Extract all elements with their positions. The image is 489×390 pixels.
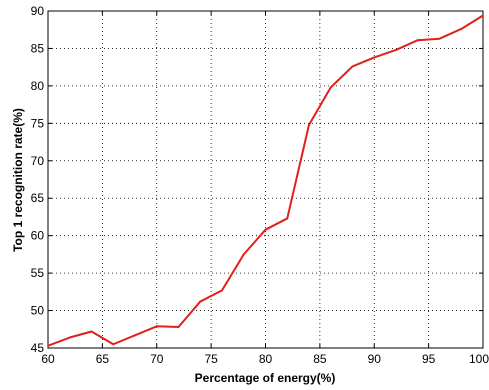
x-tick-label: 100 xyxy=(469,352,489,366)
y-tick-label: 75 xyxy=(31,116,45,130)
tick-marks xyxy=(47,10,484,349)
y-tick-label: 70 xyxy=(31,154,45,168)
series-group xyxy=(47,14,484,347)
y-tick-label: 85 xyxy=(31,41,45,55)
data-point xyxy=(242,253,245,256)
grid-lines xyxy=(48,11,483,348)
x-tick-label: 70 xyxy=(150,352,164,366)
data-point xyxy=(395,49,397,51)
data-point xyxy=(308,123,310,126)
data-point xyxy=(68,336,71,339)
data-point xyxy=(438,37,441,40)
x-tick-label: 95 xyxy=(422,352,436,366)
data-point xyxy=(112,343,115,346)
data-point xyxy=(482,14,484,17)
y-tick-label: 90 xyxy=(31,4,45,18)
y-tick-label: 60 xyxy=(31,229,45,243)
y-tick-labels: 45 50 55 60 65 70 75 80 85 90 xyxy=(31,4,45,355)
x-tick-label: 85 xyxy=(313,352,327,366)
data-point xyxy=(286,217,289,220)
y-axis-title: Top 1 recognition rate(%) xyxy=(11,108,25,252)
data-point xyxy=(373,56,376,59)
x-tick-label: 65 xyxy=(96,352,110,366)
data-point xyxy=(134,334,136,337)
x-tick-label: 75 xyxy=(204,352,218,366)
y-tick-label: 65 xyxy=(31,191,45,205)
x-tick-label: 90 xyxy=(368,352,382,366)
y-tick-label: 45 xyxy=(31,341,45,355)
data-point xyxy=(416,39,419,42)
x-tick-label: 60 xyxy=(41,352,55,366)
data-point xyxy=(351,65,354,68)
x-tick-label: 80 xyxy=(259,352,273,366)
series-line xyxy=(47,14,484,347)
x-axis-title: Percentage of energy(%) xyxy=(195,371,336,385)
data-point xyxy=(90,330,93,333)
data-point xyxy=(199,300,202,303)
y-tick-label: 80 xyxy=(31,79,45,93)
y-tick-label: 55 xyxy=(31,266,45,280)
data-point xyxy=(221,289,223,292)
x-tick-labels: 60 65 70 75 80 85 90 95 100 xyxy=(41,352,489,366)
y-tick-label: 50 xyxy=(31,304,45,318)
data-point xyxy=(177,326,180,328)
data-point xyxy=(329,86,332,89)
data-point xyxy=(47,344,49,347)
data-point xyxy=(264,228,267,231)
data-point xyxy=(155,325,158,328)
data-point xyxy=(460,28,463,30)
